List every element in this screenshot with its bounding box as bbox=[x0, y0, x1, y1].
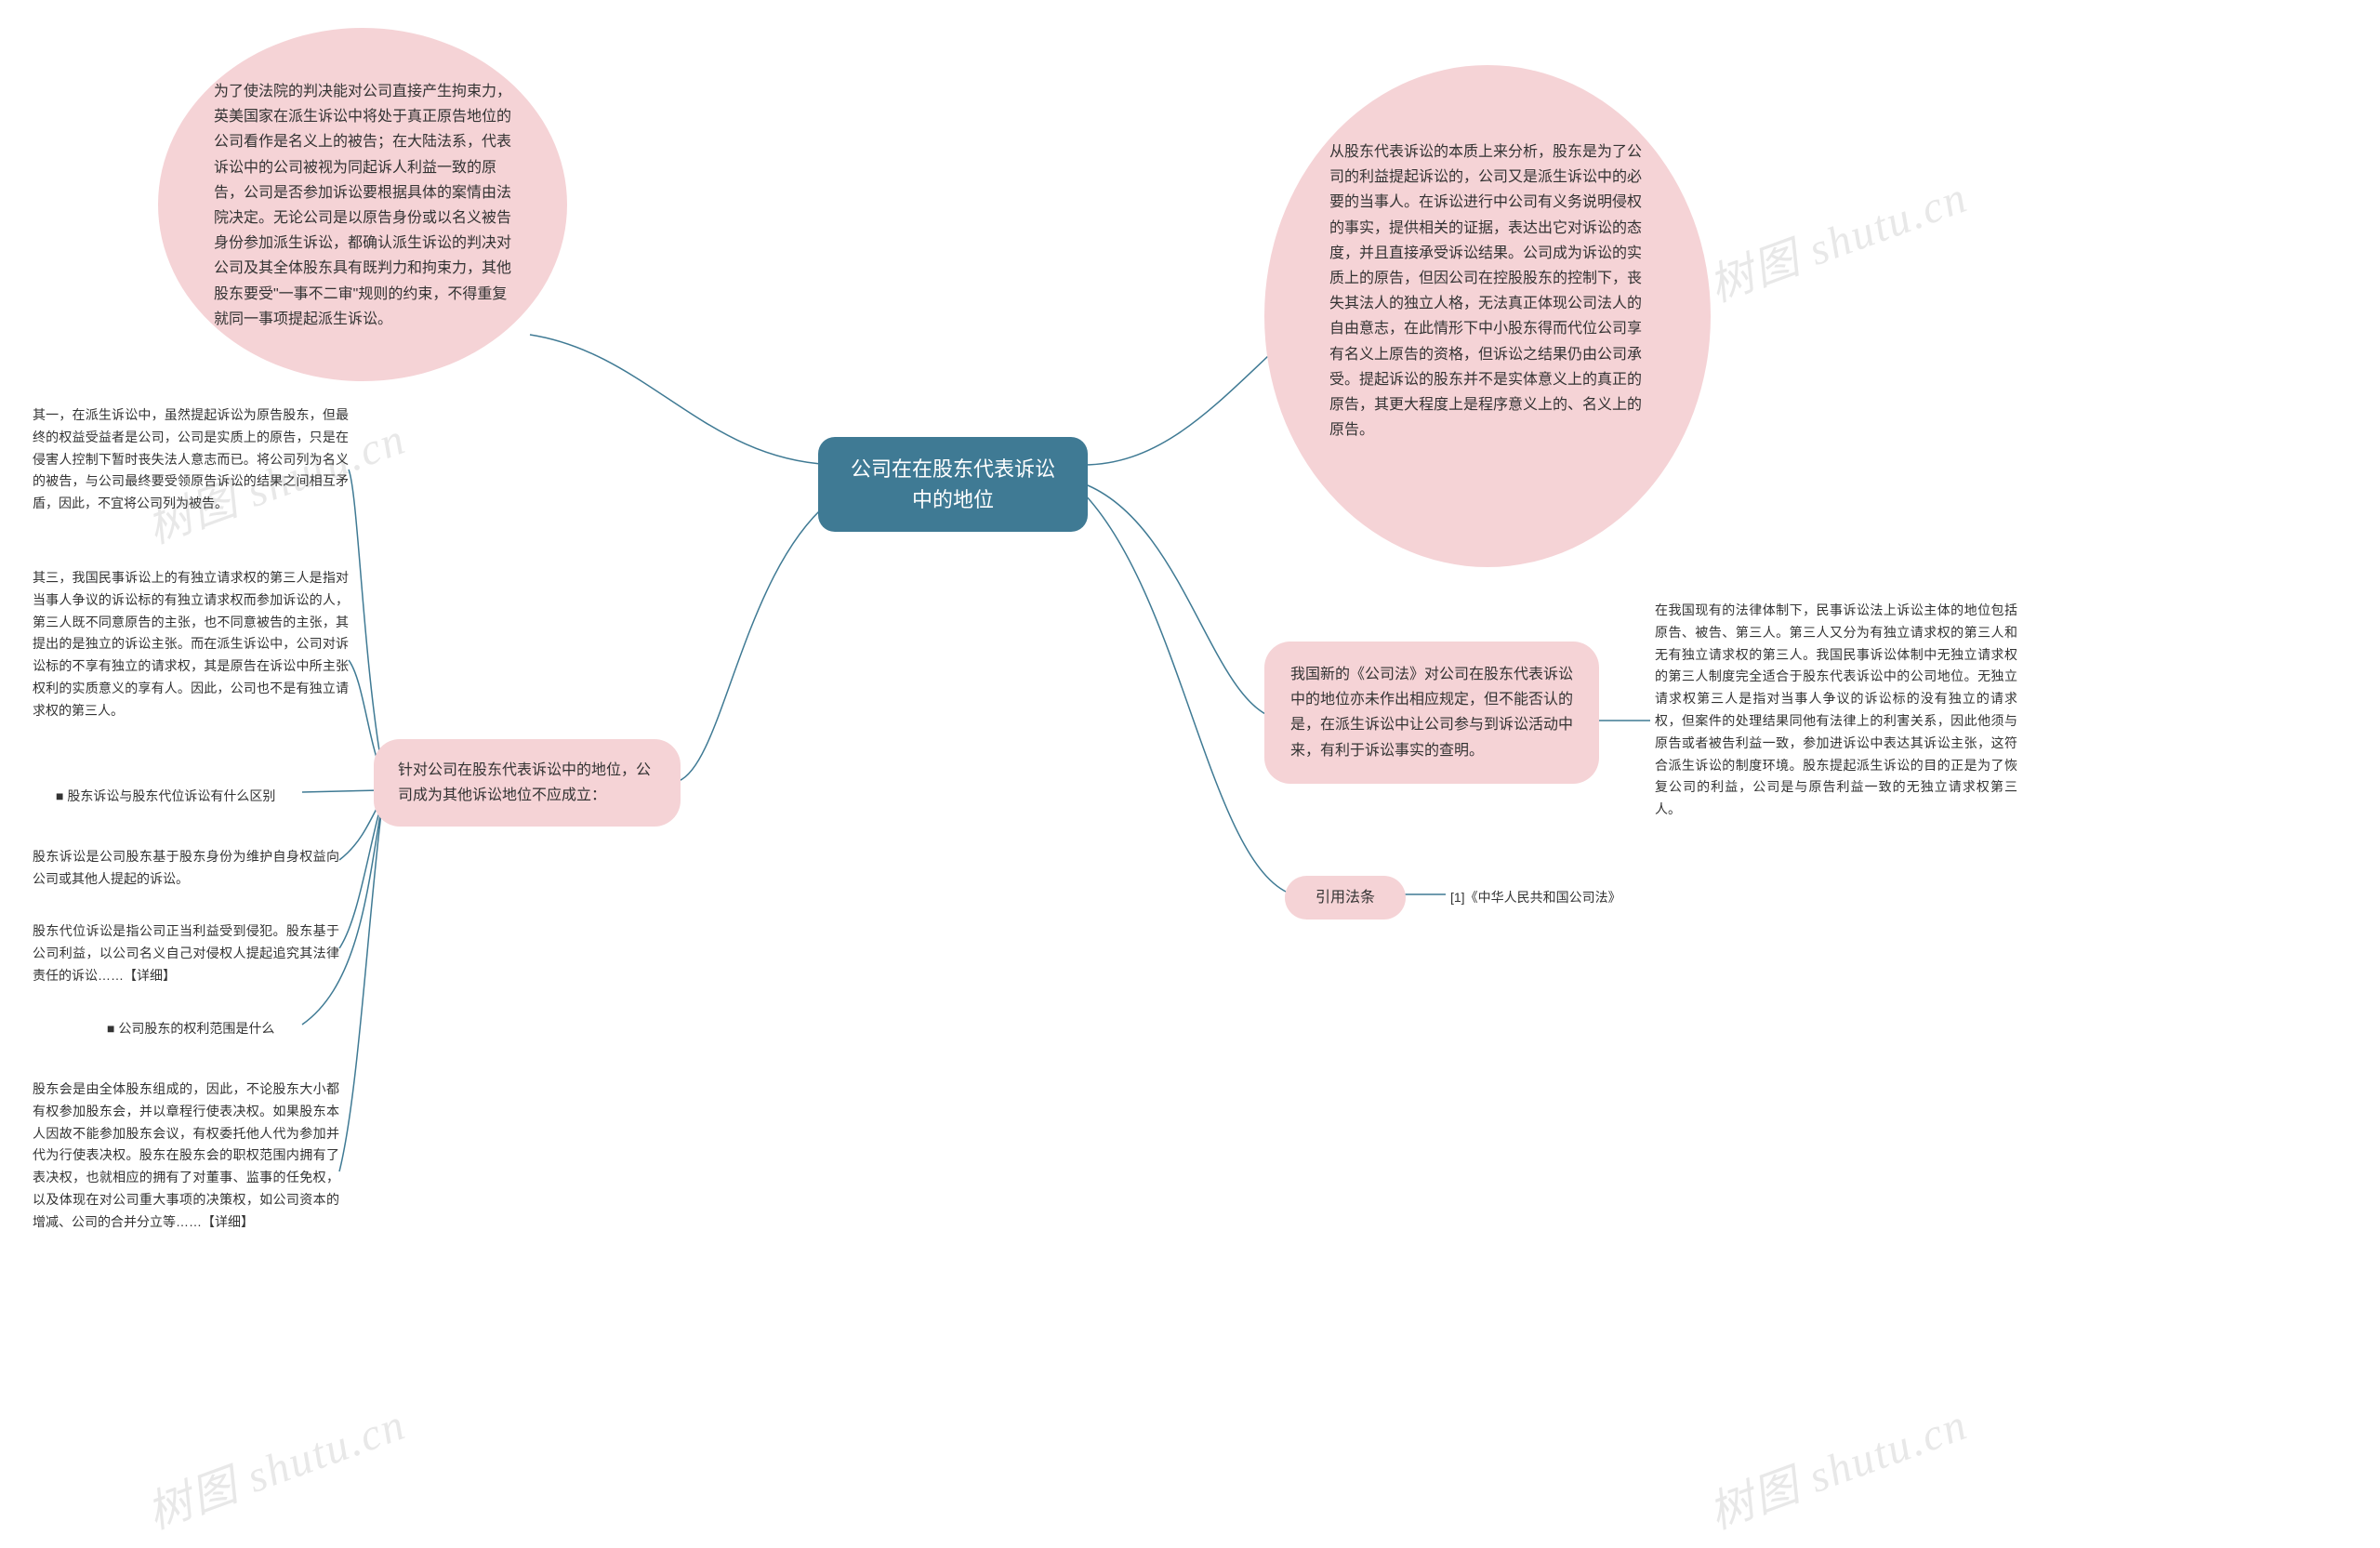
leaf-left-header-2-text: ■ 公司股东的权利范围是什么 bbox=[107, 1021, 274, 1036]
edge bbox=[679, 493, 841, 781]
leaf-left-3: 股东诉讼是公司股东基于股东身份为维护自身权益向公司或其他人提起的诉讼。 bbox=[33, 846, 339, 891]
leaf-left-4: 股东代位诉讼是指公司正当利益受到侵犯。股东基于公司利益，以公司名义自己对侵权人提… bbox=[33, 920, 339, 986]
node-top-left: 为了使法院的判决能对公司直接产生拘束力，英美国家在派生诉讼中将处于真正原告地位的… bbox=[158, 28, 567, 381]
leaf-left-header-2: ■ 公司股东的权利范围是什么 bbox=[107, 1018, 274, 1040]
edge bbox=[1083, 493, 1288, 893]
node-left-mid: 针对公司在股东代表诉讼中的地位，公司成为其他诉讼地位不应成立： bbox=[374, 739, 681, 827]
node-cite-text: 引用法条 bbox=[1316, 890, 1375, 906]
leaf-left-5: 股东会是由全体股东组成的，因此，不论股东大小都有权参加股东会，并以章程行使表决权… bbox=[33, 1078, 339, 1234]
leaf-left-header-1: ■ 股东诉讼与股东代位诉讼有什么区别 bbox=[56, 786, 275, 808]
node-left-mid-text: 针对公司在股东代表诉讼中的地位，公司成为其他诉讼地位不应成立： bbox=[398, 762, 651, 803]
node-right-mid: 我国新的《公司法》对公司在股东代表诉讼中的地位亦未作出相应规定，但不能否认的是，… bbox=[1264, 642, 1599, 784]
edge bbox=[339, 814, 381, 1171]
edge bbox=[349, 470, 381, 762]
center-node-label: 公司在在股东代表诉讼中的地位 bbox=[851, 457, 1055, 511]
leaf-left-1: 其一，在派生诉讼中，虽然提起诉讼为原告股东，但最终的权益受益者是公司，公司是实质… bbox=[33, 404, 349, 515]
node-cite: 引用法条 bbox=[1285, 876, 1406, 920]
leaf-right-side-text: 在我国现有的法律体制下，民事诉讼法上诉讼主体的地位包括原告、被告、第三人。第三人… bbox=[1655, 602, 2017, 816]
node-right-mid-text: 我国新的《公司法》对公司在股东代表诉讼中的地位亦未作出相应规定，但不能否认的是，… bbox=[1290, 667, 1573, 759]
edge bbox=[1083, 483, 1269, 716]
leaf-right-side: 在我国现有的法律体制下，民事诉讼法上诉讼主体的地位包括原告、被告、第三人。第三人… bbox=[1655, 600, 2017, 821]
edge bbox=[530, 335, 841, 465]
center-node: 公司在在股东代表诉讼中的地位 bbox=[818, 437, 1088, 532]
leaf-left-2-text: 其三，我国民事诉讼上的有独立请求权的第三人是指对当事人争议的诉讼标的有独立请求权… bbox=[33, 570, 349, 718]
edge bbox=[302, 809, 381, 1025]
node-top-left-text: 为了使法院的判决能对公司直接产生拘束力，英美国家在派生诉讼中将处于真正原告地位的… bbox=[214, 84, 511, 327]
node-top-right-text: 从股东代表诉讼的本质上来分析，股东是为了公司的利益提起诉讼的，公司又是派生诉讼中… bbox=[1329, 144, 1642, 438]
leaf-left-1-text: 其一，在派生诉讼中，虽然提起诉讼为原告股东，但最终的权益受益者是公司，公司是实质… bbox=[33, 407, 349, 510]
leaf-left-5-text: 股东会是由全体股东组成的，因此，不论股东大小都有权参加股东会，并以章程行使表决权… bbox=[33, 1081, 339, 1229]
leaf-left-3-text: 股东诉讼是公司股东基于股东身份为维护自身权益向公司或其他人提起的诉讼。 bbox=[33, 849, 339, 886]
edge bbox=[302, 790, 381, 792]
leaf-left-4-text: 股东代位诉讼是指公司正当利益受到侵犯。股东基于公司利益，以公司名义自己对侵权人提… bbox=[33, 923, 339, 983]
leaf-left-2: 其三，我国民事诉讼上的有独立请求权的第三人是指对当事人争议的诉讼标的有独立请求权… bbox=[33, 567, 349, 722]
node-top-right: 从股东代表诉讼的本质上来分析，股东是为了公司的利益提起诉讼的，公司又是派生诉讼中… bbox=[1264, 65, 1711, 567]
leaf-left-header-1-text: ■ 股东诉讼与股东代位诉讼有什么区别 bbox=[56, 788, 275, 803]
